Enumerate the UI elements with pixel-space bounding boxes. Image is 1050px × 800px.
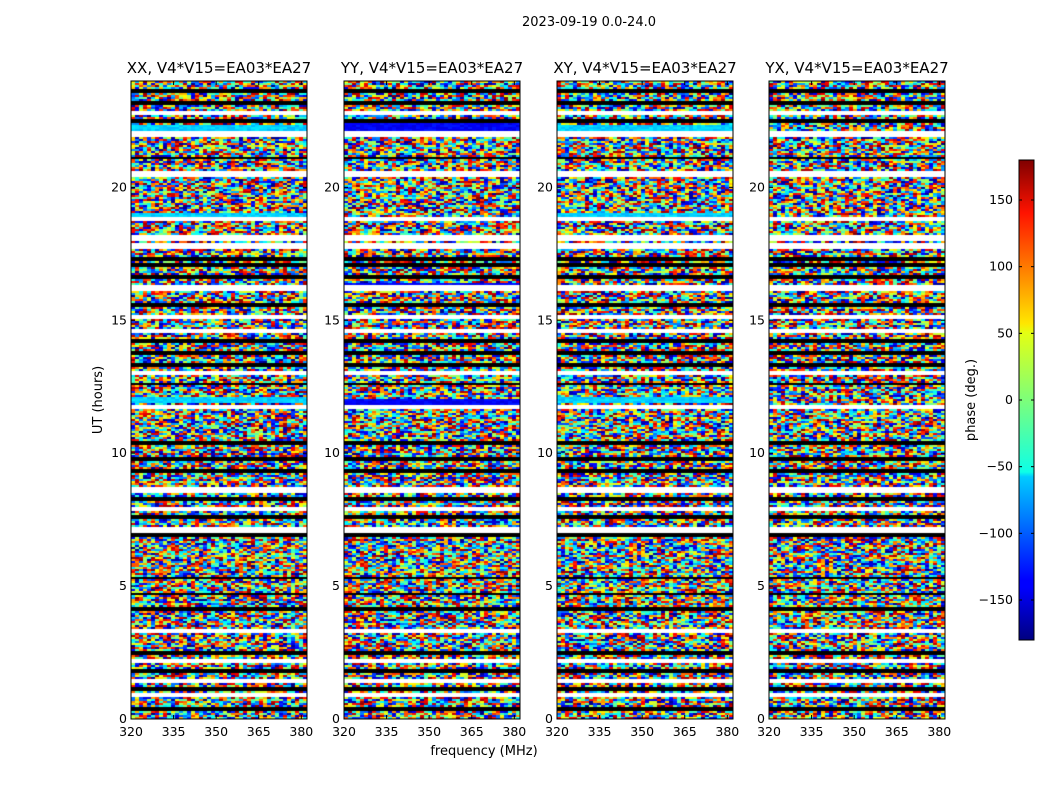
y-tick-label: 10 [537,445,553,460]
colorbar-tick-label: 50 [997,325,1013,340]
y-tick-label: 5 [332,578,340,593]
y-tick-label: 20 [324,179,340,194]
phase-heatmap-yx [769,81,945,719]
y-tick-label: 5 [545,578,553,593]
x-tick-label: 365 [673,724,697,739]
y-tick-label: 10 [324,445,340,460]
y-tick-label: 10 [749,445,765,460]
y-tick-label: 20 [749,179,765,194]
y-tick-label: 0 [757,711,765,726]
y-tick-label: 5 [119,578,127,593]
panel-yx: YX, V4*V15=EA03*EA27 320 335 350 365 380 0 5 10 1… [749,59,951,739]
colorbar-tick-label: −50 [987,459,1013,474]
x-tick-label: 335 [800,724,824,739]
panel-frame [343,80,521,720]
x-tick-label: 350 [842,724,866,739]
panel-frame [768,80,946,720]
x-tick-label: 365 [885,724,909,739]
x-tick-label: 335 [162,724,186,739]
panel-title: YX, V4*V15=EA03*EA27 [764,59,948,77]
x-tick-label: 350 [417,724,441,739]
panel-frame [556,80,734,720]
x-tick-label: 350 [204,724,228,739]
colorbar-tick-label: 100 [989,259,1013,274]
colorbar-tick-label: 150 [989,192,1013,207]
y-axis-label: UT (hours) [91,366,106,434]
y-tick-label: 0 [119,711,127,726]
panels-group: XX, V4*V15=EA03*EA27 320 335 350 365 380 0 5 10 1… [111,59,951,739]
colorbar-tick-label: −100 [979,525,1013,540]
phase-heatmap-yy [344,81,520,719]
x-tick-label: 380 [289,724,313,739]
colorbar-tick-label: 0 [1005,392,1013,407]
panel-yy: YY, V4*V15=EA03*EA27 320 335 350 365 380 0 5 10 1… [324,59,526,739]
phase-heatmap-xx [131,81,307,719]
x-tick-label: 365 [460,724,484,739]
y-tick-label: 15 [749,312,765,327]
y-tick-label: 5 [757,578,765,593]
x-tick-label: 320 [332,724,356,739]
panel-title: XX, V4*V15=EA03*EA27 [127,59,311,77]
y-tick-label: 20 [537,179,553,194]
x-tick-label: 335 [588,724,612,739]
y-tick-label: 20 [111,179,127,194]
x-tick-label: 380 [715,724,739,739]
x-tick-label: 320 [757,724,781,739]
x-axis-label: frequency (MHz) [430,744,537,759]
x-tick-label: 365 [247,724,271,739]
x-tick-label: 380 [927,724,951,739]
panel-xy: XY, V4*V15=EA03*EA27 320 335 350 365 380 0 5 10 1… [537,59,739,739]
x-tick-label: 350 [630,724,654,739]
x-tick-label: 320 [545,724,569,739]
x-tick-label: 335 [375,724,399,739]
panel-xx: XX, V4*V15=EA03*EA27 320 335 350 365 380 0 5 10 1… [111,59,313,739]
phase-heatmap-xy [557,81,733,719]
panel-title: XY, V4*V15=EA03*EA27 [553,59,736,77]
y-tick-label: 0 [332,711,340,726]
y-tick-label: 15 [111,312,127,327]
colorbar: 150 100 50 0 −50 −100 −150 [979,159,1035,641]
colorbar-tick-label: −150 [979,592,1013,607]
figure-suptitle: 2023-09-19 0.0-24.0 [522,15,656,30]
colorbar-label: phase (deg.) [964,359,979,441]
panel-title: YY, V4*V15=EA03*EA27 [340,59,523,77]
y-tick-label: 15 [537,312,553,327]
y-tick-label: 15 [324,312,340,327]
x-tick-label: 380 [502,724,526,739]
panel-frame [130,80,308,720]
x-tick-label: 320 [119,724,143,739]
y-tick-label: 0 [545,711,553,726]
y-tick-label: 10 [111,445,127,460]
